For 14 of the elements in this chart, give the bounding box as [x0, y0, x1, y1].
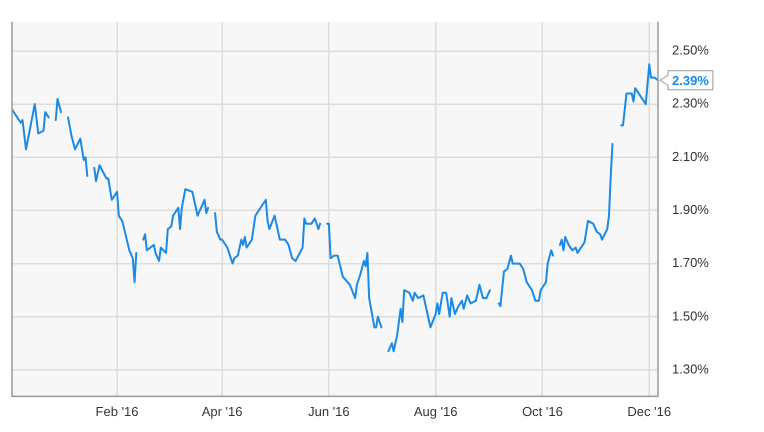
annotation: 2.39% [672, 72, 710, 88]
y-tick-label: 2.10% [672, 148, 710, 164]
x-tick-label: Jun '16 [308, 404, 350, 419]
y-tick-label: 1.90% [672, 202, 710, 218]
x-tick-label: Oct '16 [522, 404, 563, 419]
x-tick-label: Apr '16 [202, 404, 242, 419]
y-tick-label: 2.30% [672, 96, 710, 111]
y-tick-label: 1.30% [672, 361, 710, 376]
y-tick-label: 1.50% [672, 308, 710, 324]
x-tick-label: Aug '16 [414, 404, 458, 419]
x-tick-label: Feb '16 [96, 404, 139, 419]
x-tick-label: Dec '16 [627, 404, 672, 419]
y-tick-label: 2.50% [672, 42, 710, 58]
y-tick-label: 1.70% [672, 255, 710, 270]
